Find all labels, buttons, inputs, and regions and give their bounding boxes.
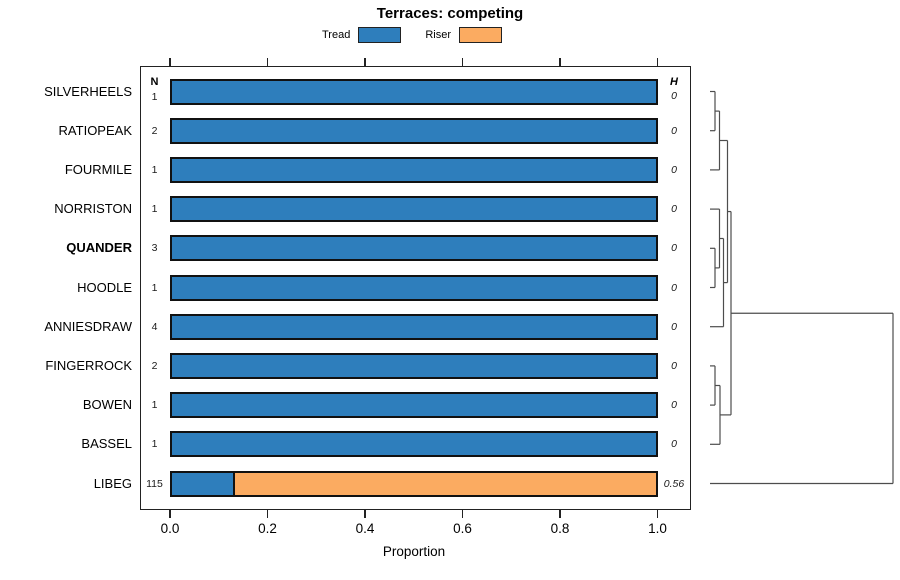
legend-label-riser: Riser xyxy=(425,29,451,41)
row-label-norriston: NORRISTON xyxy=(54,201,132,217)
bar-segment-tread xyxy=(172,472,235,495)
bar-segment-tread xyxy=(172,394,656,417)
bar-segment-tread xyxy=(172,119,656,142)
x-axis-label: Proportion xyxy=(382,544,446,559)
x-tick-bottom xyxy=(559,510,561,518)
h-column-header: H xyxy=(670,76,678,88)
bar-segment-tread xyxy=(172,80,656,103)
n-value: 3 xyxy=(151,242,158,255)
x-tick-label: 0.2 xyxy=(258,521,277,536)
x-tick-bottom xyxy=(364,510,366,518)
h-value: 0 xyxy=(671,163,677,176)
bar-bassel xyxy=(170,431,658,458)
x-tick-bottom xyxy=(656,510,659,518)
n-value: 2 xyxy=(151,359,158,372)
row-label-ratiopeak: RATIOPEAK xyxy=(58,122,132,138)
legend-swatch-riser xyxy=(459,27,502,43)
bar-silverheels xyxy=(170,78,658,105)
legend: Tread Riser xyxy=(322,27,502,43)
bar-norriston xyxy=(170,196,658,223)
h-value: 0 xyxy=(671,438,677,451)
row-label-fingerrock: FINGERROCK xyxy=(45,357,132,373)
x-tick-label: 0.4 xyxy=(355,521,375,536)
x-tick-top xyxy=(169,58,171,66)
row-label-hoodle: HOODLE xyxy=(77,279,132,295)
x-tick-top xyxy=(364,58,366,66)
x-tick-label: 0.6 xyxy=(453,521,472,536)
n-value: 4 xyxy=(151,320,158,333)
bar-anniesdraw xyxy=(170,313,658,340)
n-value: 1 xyxy=(151,399,158,412)
bar-libeg xyxy=(170,470,658,497)
x-tick-bottom xyxy=(266,510,269,518)
bar-ratiopeak xyxy=(170,117,658,144)
legend-label-tread: Tread xyxy=(322,29,351,41)
x-tick-top xyxy=(266,58,269,66)
bar-fourmile xyxy=(170,156,658,183)
row-label-anniesdraw: ANNIESDRAW xyxy=(44,318,132,334)
h-value: 0 xyxy=(671,203,677,216)
bar-quander xyxy=(170,235,658,262)
h-value: 0 xyxy=(671,399,677,412)
x-tick-top xyxy=(559,58,561,66)
bar-segment-tread xyxy=(172,433,656,456)
row-label-libeg: LIBEG xyxy=(93,475,132,491)
bar-segment-tread xyxy=(172,354,656,377)
h-value: 0 xyxy=(671,320,677,333)
x-tick-top xyxy=(656,58,659,66)
bar-segment-tread xyxy=(172,315,656,338)
x-tick-bottom xyxy=(461,510,464,518)
h-value: 0 xyxy=(671,281,677,294)
h-value: 0.56 xyxy=(663,477,685,490)
n-value: 2 xyxy=(151,124,158,137)
legend-swatch-tread xyxy=(358,27,402,43)
bar-fingerrock xyxy=(170,352,658,379)
x-tick-label: 0.8 xyxy=(550,521,570,536)
row-label-fourmile: FOURMILE xyxy=(64,161,132,177)
row-label-silverheels: SILVERHEELS xyxy=(44,83,132,99)
h-value: 0 xyxy=(671,359,677,372)
n-value: 115 xyxy=(146,477,163,490)
x-tick-top xyxy=(461,58,464,66)
bar-segment-tread xyxy=(172,276,656,299)
bar-bowen xyxy=(170,392,658,419)
chart-title: Terraces: competing xyxy=(376,5,524,22)
n-value: 1 xyxy=(151,163,158,176)
n-column-header: N xyxy=(150,76,159,88)
x-tick-label: 0.0 xyxy=(160,521,180,536)
h-value: 0 xyxy=(671,89,677,102)
bar-segment-tread xyxy=(172,237,656,260)
h-value: 0 xyxy=(671,124,677,137)
row-label-quander: QUANDER xyxy=(66,240,132,256)
bar-hoodle xyxy=(170,274,658,301)
bar-segment-tread xyxy=(172,198,656,221)
bar-segment-tread xyxy=(172,158,656,181)
bar-segment-riser xyxy=(234,472,656,495)
n-value: 1 xyxy=(151,438,158,451)
row-label-bowen: BOWEN xyxy=(82,397,132,413)
n-value: 1 xyxy=(151,203,158,216)
n-value: 1 xyxy=(151,281,158,294)
plot-border xyxy=(140,66,691,510)
x-tick-bottom xyxy=(169,510,171,518)
x-tick-label: 1.0 xyxy=(648,521,667,536)
row-label-bassel: BASSEL xyxy=(81,436,132,452)
n-value: 1 xyxy=(151,90,158,103)
dendrogram xyxy=(710,90,894,485)
h-value: 0 xyxy=(671,242,677,255)
